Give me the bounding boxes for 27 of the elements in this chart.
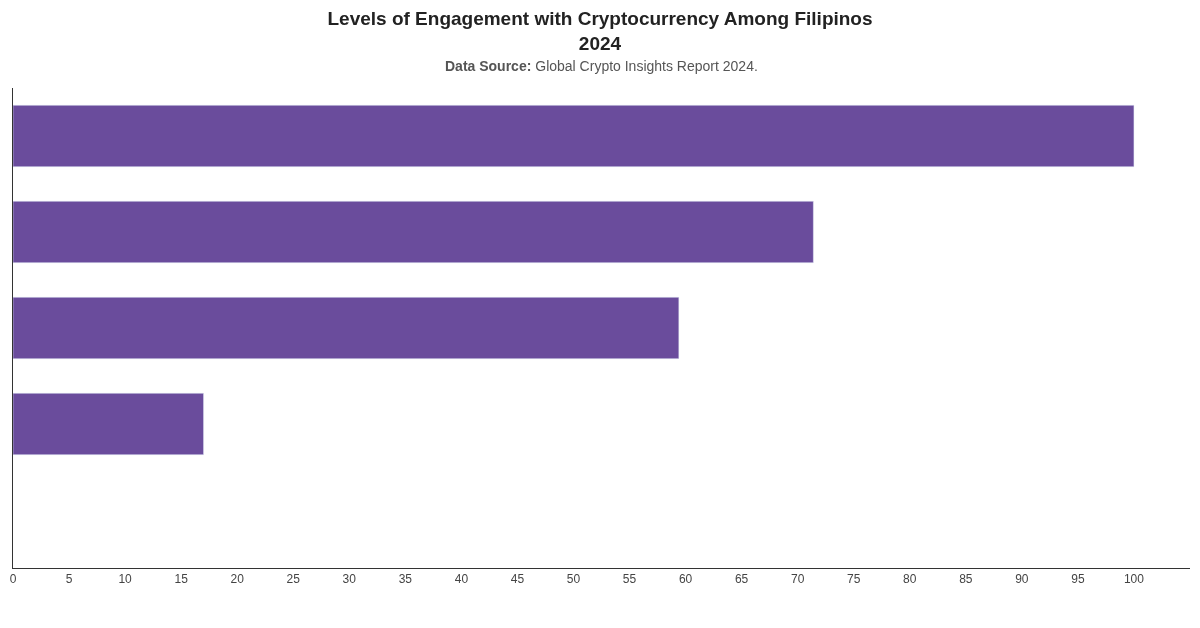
- bar: [13, 105, 1135, 167]
- x-tick-label: 45: [510, 572, 525, 587]
- x-tick-label: 50: [566, 572, 581, 587]
- x-tick-label: 20: [230, 572, 245, 587]
- bar: [13, 201, 814, 263]
- x-tick-label: 25: [286, 572, 301, 587]
- x-tick-label: 60: [678, 572, 693, 587]
- x-tick-label: 40: [454, 572, 469, 587]
- x-tick-label: 75: [847, 572, 861, 587]
- x-tick-label: 0: [9, 572, 17, 587]
- x-tick-label: 55: [622, 572, 637, 587]
- x-tick-label: 100: [1123, 572, 1145, 587]
- x-tick-label: 80: [903, 572, 917, 587]
- bar: [13, 393, 204, 455]
- x-tick-label: 70: [790, 572, 805, 587]
- chart-subtitle: Data Source: Global Crypto Insights Report 2024.: [445, 58, 758, 74]
- x-tick-label: 30: [342, 572, 357, 587]
- x-tick-label: 65: [734, 572, 749, 587]
- x-tick-label: 5: [65, 572, 73, 587]
- x-tick-label: 10: [118, 572, 133, 587]
- x-tick-label: 85: [959, 572, 973, 587]
- x-tick-label: 90: [1015, 572, 1029, 587]
- chart-title: Levels of Engagement with Cryptocurrency Among Filipinos 2024: [327, 8, 873, 54]
- bar: [13, 297, 680, 359]
- x-tick-label: 35: [398, 572, 413, 587]
- x-tick-label: 15: [174, 572, 189, 587]
- x-tick-label: 95: [1071, 572, 1085, 587]
